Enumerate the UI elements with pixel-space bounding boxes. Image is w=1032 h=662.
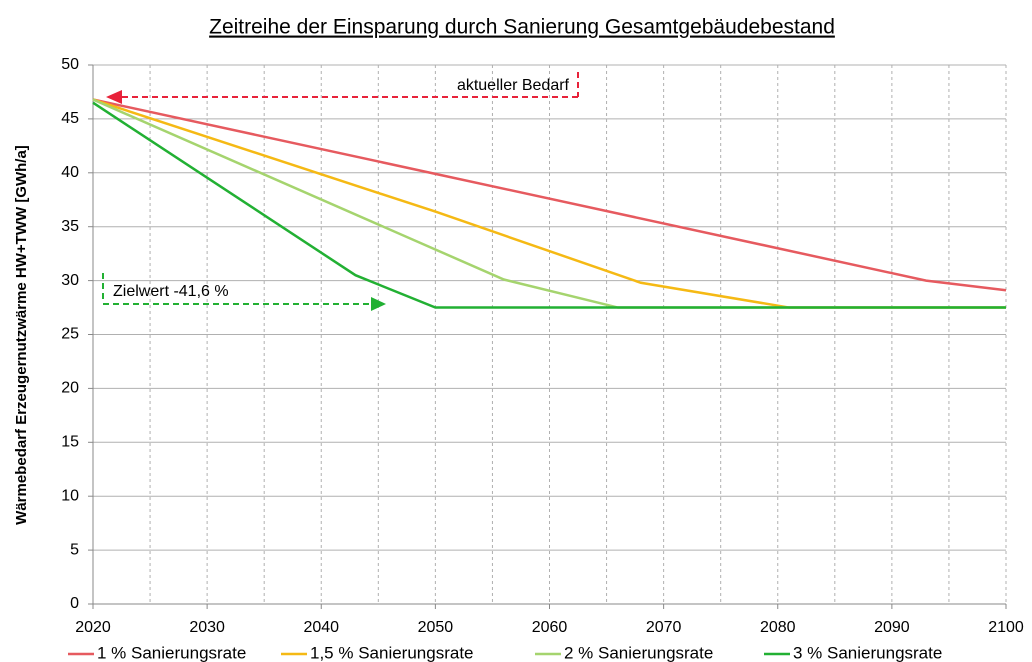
legend-label: 1 % Sanierungsrate <box>97 643 246 662</box>
x-tick-label: 2050 <box>418 619 454 636</box>
y-tick-label: 45 <box>61 110 79 127</box>
line-series <box>92 98 1007 292</box>
annotation-arrow <box>106 90 122 104</box>
y-tick-label: 40 <box>61 164 79 181</box>
chart-title: Zeitreihe der Einsparung durch Sanierung… <box>209 16 835 39</box>
x-tick-label: 2060 <box>532 619 568 636</box>
annotation-text: Zielwert -41,6 % <box>113 283 229 300</box>
x-tick-label: 2080 <box>760 619 796 636</box>
y-tick-label: 30 <box>61 272 79 289</box>
y-tick-label: 10 <box>61 487 79 504</box>
annotation-text: aktueller Bedarf <box>457 77 570 94</box>
y-tick-label: 5 <box>70 541 79 558</box>
legend-label: 1,5 % Sanierungsrate <box>310 643 474 662</box>
x-tick-label: 2030 <box>189 619 225 636</box>
y-axis-label: Wärmebedarf Erzeugernutzwärme HW+TWW [GW… <box>13 145 30 525</box>
y-tick-label: 25 <box>61 326 79 343</box>
y-tick-label: 35 <box>61 218 79 235</box>
annotation-arrow <box>371 297 386 311</box>
x-tick-label: 2020 <box>75 619 111 636</box>
line-series <box>92 101 1006 309</box>
y-tick-label: 50 <box>61 56 79 73</box>
x-tick-label: 2090 <box>874 619 910 636</box>
x-tick-label: 2040 <box>303 619 339 636</box>
legend-label: 2 % Sanierungsrate <box>564 643 713 662</box>
x-tick-label: 2070 <box>646 619 682 636</box>
y-tick-label: 20 <box>61 380 79 397</box>
y-tick-label: 0 <box>70 595 79 612</box>
legend-label: 3 % Sanierungsrate <box>793 643 942 662</box>
x-tick-label: 2100 <box>988 619 1024 636</box>
y-tick-label: 15 <box>61 434 79 451</box>
